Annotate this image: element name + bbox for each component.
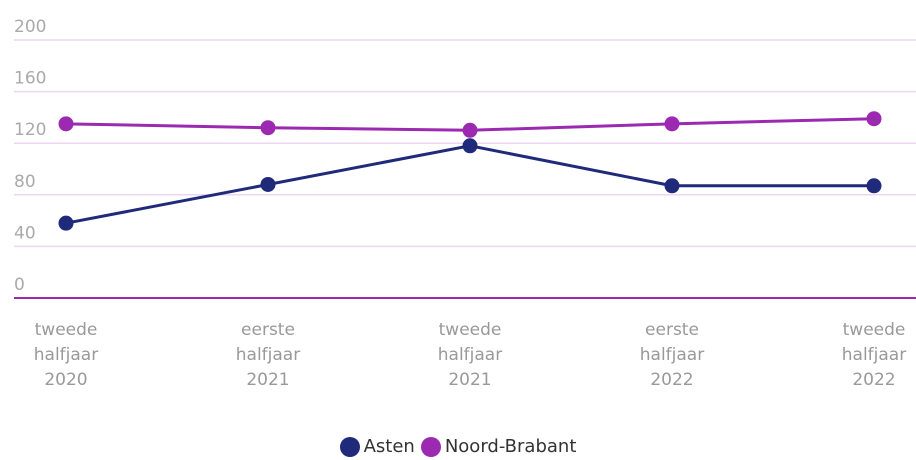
legend-label: Asten xyxy=(363,436,415,457)
y-tick-label: 200 xyxy=(14,17,46,37)
data-point xyxy=(866,111,882,127)
legend-item: Asten xyxy=(339,436,415,457)
x-tick-label: eerste halfjaar 2022 xyxy=(639,320,705,390)
legend: Asten Noord-Brabant xyxy=(0,436,916,460)
data-point xyxy=(462,138,478,154)
y-tick-label: 40 xyxy=(14,223,36,243)
legend-item: Noord-Brabant xyxy=(420,436,577,457)
y-tick-label: 120 xyxy=(14,120,46,140)
data-point xyxy=(462,122,478,138)
y-tick-label: 160 xyxy=(14,69,46,89)
legend-swatch xyxy=(339,436,360,457)
series-line xyxy=(65,144,874,225)
legend-label: Noord-Brabant xyxy=(444,436,577,457)
y-tick-label: 80 xyxy=(14,172,36,192)
data-point xyxy=(664,178,680,194)
legend-swatch xyxy=(420,436,441,457)
data-point xyxy=(58,215,74,231)
data-point xyxy=(664,116,680,132)
x-tick-label: tweede halfjaar 2022 xyxy=(841,320,907,390)
x-tick-label: eerste halfjaar 2021 xyxy=(235,320,301,390)
data-point xyxy=(260,120,276,136)
data-point xyxy=(866,178,882,194)
data-point xyxy=(260,176,276,192)
x-tick-label: tweede halfjaar 2021 xyxy=(437,320,503,390)
data-point xyxy=(58,116,74,132)
y-tick-label: 0 xyxy=(14,275,25,295)
x-tick-label: tweede halfjaar 2020 xyxy=(33,320,99,390)
